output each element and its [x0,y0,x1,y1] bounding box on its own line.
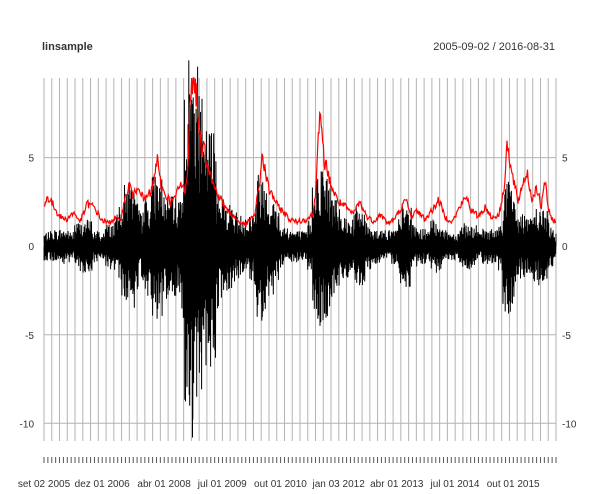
x-tick-label: set 02 2005 [18,479,71,490]
y-axis-left: -10 -5 0 5 [20,154,35,431]
y-tick-label-right: -5 [562,331,571,342]
x-tick-label: dez 01 2006 [75,479,130,490]
y-tick-label-left: -5 [25,331,34,342]
x-tick-label: jul 01 2014 [430,479,480,490]
x-tick-label: abr 01 2008 [137,479,191,490]
y-tick-label-right: 5 [562,154,568,165]
series-layer [43,60,557,438]
y-tick-label-right: 0 [562,242,568,253]
x-tick-label: jul 01 2009 [197,479,247,490]
y-tick-label-left: 5 [28,154,34,165]
y-tick-label-left: 0 [28,242,34,253]
date-range: 2005-09-02 / 2016-08-31 [433,41,555,53]
x-axis: set 02 2005 dez 01 2006 abr 01 2008 jul 01 … [18,479,540,490]
y-axis-right: -10 -5 0 5 [562,154,577,431]
series-black [43,60,557,438]
y-tick-label-left: -10 [20,419,35,430]
chart-title: linsample [42,41,93,53]
x-tick-label: abr 01 2013 [370,479,424,490]
x-tick-label: out 01 2010 [254,479,307,490]
series-red [43,77,557,228]
y-tick-label-right: -10 [562,419,577,430]
x-tick-label: out 01 2015 [487,479,540,490]
x-tick-label: jan 03 2012 [311,479,365,490]
